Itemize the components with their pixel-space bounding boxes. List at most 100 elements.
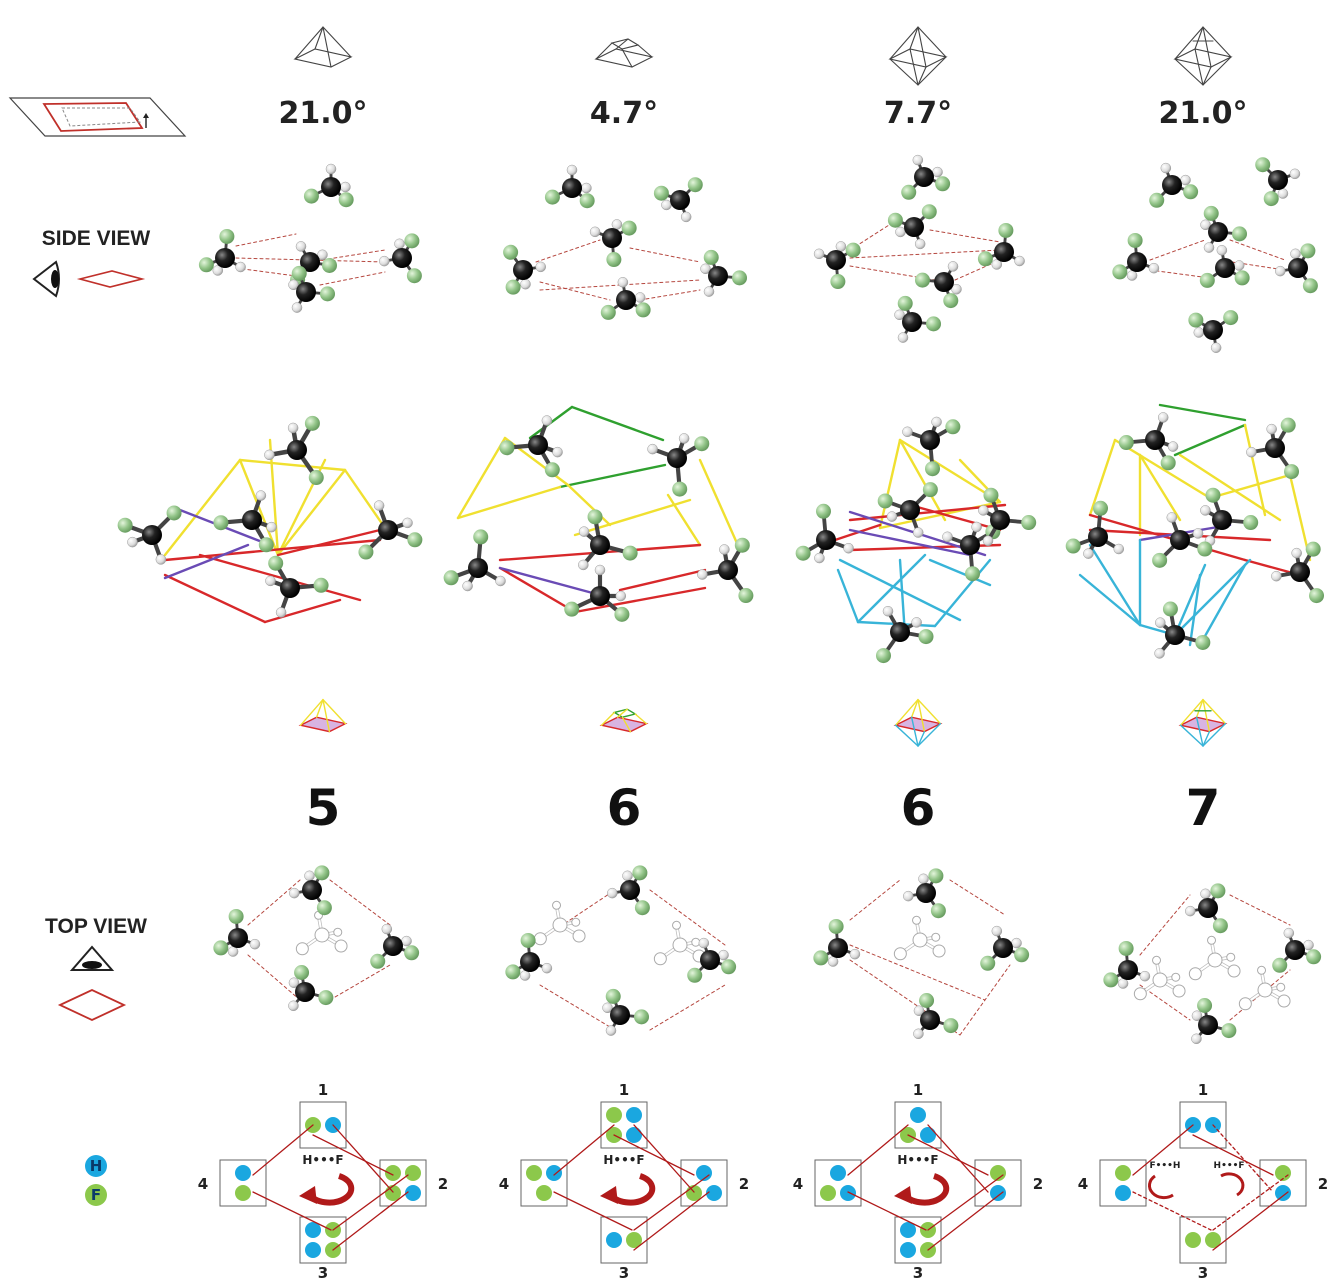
hydrogen-atom (697, 569, 708, 580)
ghost-molecule (1238, 965, 1291, 1011)
fluorine-atom (321, 257, 337, 273)
ghost-atom (1188, 967, 1202, 981)
fluorine-atom (473, 529, 489, 545)
fluorine-atom (977, 251, 993, 267)
cyan-edge (898, 558, 907, 637)
h-dot (626, 1127, 642, 1143)
carbon-atom (916, 883, 936, 903)
carbon-atom (280, 578, 300, 598)
molecule (264, 415, 324, 486)
hydrogen-atom (581, 182, 592, 194)
molecule (875, 605, 934, 664)
molecule (499, 415, 563, 478)
red-edge (618, 568, 707, 592)
ghost-molecule (533, 900, 586, 946)
fluorine-atom (443, 570, 459, 586)
hydrogen-atom (578, 559, 589, 571)
molecule (813, 241, 861, 290)
ghost-atom (1207, 935, 1217, 945)
fluorine-atom (901, 184, 917, 200)
rotation-arrow-left (1148, 1174, 1174, 1200)
molecule (977, 222, 1025, 270)
fluorine-atom (503, 244, 519, 260)
hydrogen-atom (1290, 248, 1301, 260)
yellow-edge (1088, 438, 1117, 517)
edge (637, 44, 653, 58)
top-face (610, 38, 640, 50)
hydrogen-atom (991, 925, 1003, 937)
h-bond-dashed (1229, 894, 1291, 926)
fluorine-atom (632, 865, 648, 881)
molecule (887, 204, 937, 250)
hydrogen-atom (942, 531, 953, 543)
side-view-cluster (503, 164, 748, 320)
hydrogen-atom (1303, 939, 1314, 951)
hydrogen-atom (814, 552, 825, 564)
yellow-edge (276, 468, 347, 557)
hydrogen-atom (589, 226, 601, 238)
fluorine-atom (1112, 264, 1128, 280)
fluorine-atom (291, 265, 307, 281)
molecule (894, 295, 942, 343)
side-view-cluster (198, 163, 422, 313)
base-face (293, 48, 353, 68)
red-edge (163, 538, 382, 562)
cluster-polyhedron (795, 416, 1037, 664)
lower-edge (1195, 716, 1204, 747)
carbon-atom (1285, 940, 1305, 960)
box-number-bottom: 3 (1198, 1264, 1208, 1282)
h-dot (830, 1165, 846, 1181)
fluorine-atom (845, 242, 861, 258)
carbon-atom (296, 282, 316, 302)
carbon-atom (1162, 175, 1182, 195)
h-bond-dashed (849, 944, 986, 1001)
edge (917, 698, 926, 733)
hydrogen-atom (902, 426, 913, 438)
fluorine-atom (314, 865, 330, 881)
hydrogen-atom (1083, 548, 1094, 559)
hydrogen-atom (661, 199, 672, 211)
hydrogen-atom (155, 554, 167, 565)
molecule (303, 163, 354, 208)
hydrogen-atom (340, 181, 351, 193)
fluorine-atom (721, 959, 737, 975)
orientation-schema: 1 2 3 4 F•••H H•••F (1078, 1081, 1328, 1282)
carbon-atom (1290, 562, 1310, 582)
hydrogen-atom (291, 302, 303, 313)
h-f-link (613, 1134, 695, 1176)
h-f-link (1212, 1174, 1289, 1231)
fluorine-atom (687, 177, 703, 193)
fluorine-atom (925, 461, 941, 477)
carbon-atom (1268, 170, 1288, 190)
hydrogen-atom (1148, 262, 1160, 274)
hydrogen-atom (578, 526, 590, 537)
box-number-left: 4 (499, 1175, 509, 1193)
base-face (1173, 48, 1233, 68)
h-dot (546, 1165, 562, 1181)
h-bond-dashed (1149, 239, 1206, 261)
tilt-angle-label: 21.0° (278, 96, 367, 131)
fluorine-atom (815, 503, 831, 519)
fluorine-atom (1263, 191, 1279, 207)
ghost-atom (672, 937, 688, 953)
carbon-atom (670, 190, 690, 210)
hydrogen-atom (594, 564, 606, 576)
fluorine-atom (813, 950, 829, 966)
lower-edge (1202, 730, 1211, 747)
fluorine-atom (308, 470, 324, 486)
carbon-atom (828, 938, 848, 958)
hydrogen-atom (317, 249, 328, 261)
yellow-edge (456, 485, 562, 520)
molecule (265, 555, 329, 618)
fluorine-atom (294, 965, 310, 981)
hydrogen-atom (1180, 174, 1191, 186)
green-edge (1173, 423, 1247, 457)
molecule-count-label: 7 (1186, 779, 1221, 837)
hydrogen-atom (265, 575, 276, 587)
h-bond-dashed (321, 249, 386, 261)
fluorine-atom (694, 436, 710, 452)
top-view-cluster (505, 865, 737, 1036)
fluorine-atom (316, 900, 332, 916)
cyan-edge (838, 558, 962, 622)
yellow-edge (238, 458, 347, 472)
